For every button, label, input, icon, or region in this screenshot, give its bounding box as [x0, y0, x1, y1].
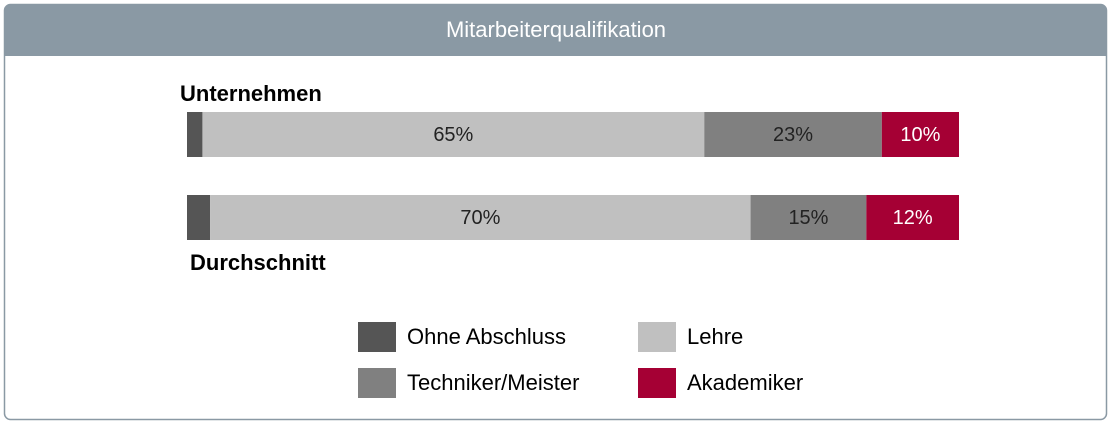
- value-label: 12%: [893, 207, 933, 229]
- panel-header: [4, 4, 1107, 56]
- legend-swatch: [358, 322, 396, 352]
- bar-segment: [866, 195, 959, 240]
- value-label: 15%: [788, 207, 828, 229]
- legend-swatch: [358, 368, 396, 398]
- value-label: 65%: [433, 124, 473, 146]
- bar-segment: [750, 195, 867, 240]
- bar-segment: [187, 112, 203, 157]
- bar-segment: [881, 112, 959, 157]
- bar-segment: [210, 195, 751, 240]
- chart-title: Mitarbeiterqualifikation: [446, 17, 666, 42]
- legend-swatch: [638, 322, 676, 352]
- legend-label: Ohne Abschluss: [407, 324, 566, 349]
- bar-segment: [202, 112, 705, 157]
- category-label: Unternehmen: [180, 81, 322, 106]
- bar-segment: [704, 112, 882, 157]
- legend-swatch: [638, 368, 676, 398]
- bar-segment: [187, 195, 211, 240]
- value-label: 10%: [900, 124, 940, 146]
- value-label: 23%: [773, 124, 813, 146]
- value-label: 70%: [460, 207, 500, 229]
- legend-label: Techniker/Meister: [407, 370, 579, 395]
- legend-label: Akademiker: [687, 370, 803, 395]
- category-label: Durchschnitt: [190, 250, 326, 275]
- legend-label: Lehre: [687, 324, 743, 349]
